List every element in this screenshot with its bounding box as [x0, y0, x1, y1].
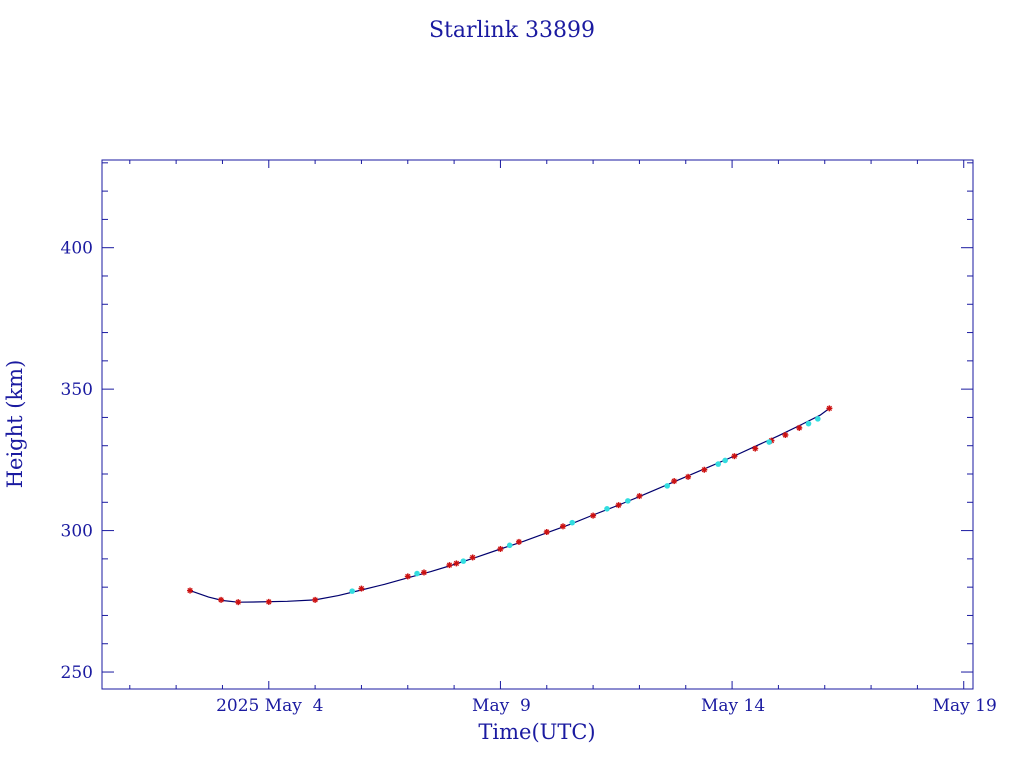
height-line	[189, 407, 830, 603]
y-tick-labels: 250 300 350 400	[61, 239, 93, 683]
red-star-point	[752, 445, 759, 452]
plot-frame	[101, 159, 974, 690]
x-tick-labels: 2025 May 4 May 9 May 14 May 19	[216, 696, 997, 716]
x-tick-label: May 19	[933, 696, 997, 716]
cyan-point	[805, 420, 812, 427]
red-star-point	[446, 562, 453, 569]
red-star-point	[671, 478, 678, 485]
cyan-point	[349, 588, 355, 594]
red-star-point	[731, 453, 738, 460]
red-star-point	[469, 554, 476, 561]
red-star-point	[187, 587, 194, 594]
cyan-point	[814, 416, 821, 422]
cyan-point	[664, 483, 671, 489]
red-star-point	[782, 431, 789, 438]
y-axis-label: Height (km)	[3, 360, 27, 489]
red-star-point	[701, 466, 708, 473]
red-star-point	[515, 538, 522, 545]
cyan-point	[569, 519, 576, 526]
red-star-point	[796, 424, 803, 431]
y-tick-label: 250	[61, 663, 93, 683]
cyan-point	[506, 542, 513, 549]
red-star-point	[453, 560, 460, 567]
chart-title: Starlink 33899	[429, 18, 595, 43]
axis-ticks	[102, 160, 973, 689]
y-tick-label: 300	[61, 522, 93, 542]
red-star-point	[590, 512, 597, 519]
cyan-point	[460, 558, 467, 564]
x-tick-label: May 9	[472, 696, 531, 716]
red-star-point	[358, 585, 365, 592]
red-marker-series	[187, 405, 833, 606]
y-tick-label: 400	[61, 239, 93, 259]
red-star-point	[404, 573, 411, 580]
y-tick-label: 350	[61, 380, 93, 400]
red-star-point	[685, 473, 692, 480]
x-tick-label: 2025 May 4	[216, 696, 323, 716]
red-star-point	[420, 569, 427, 576]
red-star-point	[312, 596, 319, 603]
red-star-point	[615, 502, 622, 509]
red-star-point	[826, 405, 833, 412]
red-star-point	[218, 596, 225, 603]
cyan-marker-series	[349, 416, 821, 594]
red-star-point	[265, 598, 272, 605]
red-star-point	[559, 523, 566, 530]
red-star-point	[497, 545, 504, 552]
cyan-point	[766, 439, 772, 445]
red-star-point	[636, 493, 643, 500]
cyan-point	[414, 570, 420, 577]
red-star-point	[235, 599, 242, 606]
red-star-point	[543, 528, 550, 535]
x-tick-label: May 14	[701, 696, 765, 716]
x-axis-label: Time(UTC)	[478, 720, 595, 744]
cyan-point	[604, 506, 610, 512]
cyan-point	[625, 498, 631, 504]
cyan-point	[715, 461, 721, 467]
cyan-point	[722, 457, 728, 464]
height-line-series	[189, 407, 830, 603]
